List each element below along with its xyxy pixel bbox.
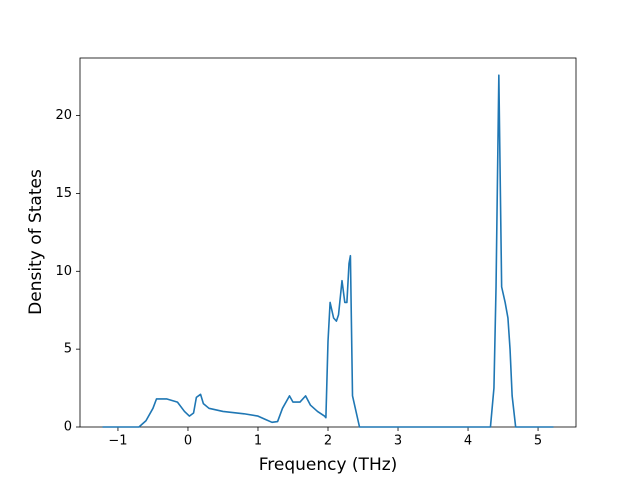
y-tick-label: 10 [55, 264, 72, 279]
y-axis-label: Density of States [26, 169, 46, 315]
y-tick-label: 5 [64, 342, 72, 357]
x-tick-label: −1 [108, 434, 127, 449]
x-tick-label: 3 [394, 434, 402, 449]
y-tick-label: 20 [55, 108, 72, 123]
x-axis-label: Frequency (THz) [259, 455, 398, 475]
y-tick-label: 15 [55, 186, 72, 201]
data-line [102, 74, 554, 428]
x-tick-label: 1 [254, 434, 262, 449]
x-tick-label: 5 [534, 434, 542, 449]
y-tick-label: 0 [64, 420, 72, 435]
x-tick-label: 2 [324, 434, 332, 449]
x-tick-label: 4 [464, 434, 472, 449]
x-tick-label: 0 [184, 434, 192, 449]
